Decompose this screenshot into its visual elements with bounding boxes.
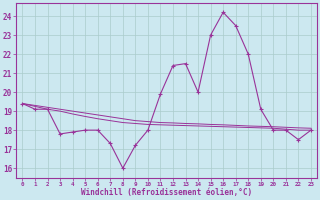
X-axis label: Windchill (Refroidissement éolien,°C): Windchill (Refroidissement éolien,°C) [81, 188, 252, 197]
